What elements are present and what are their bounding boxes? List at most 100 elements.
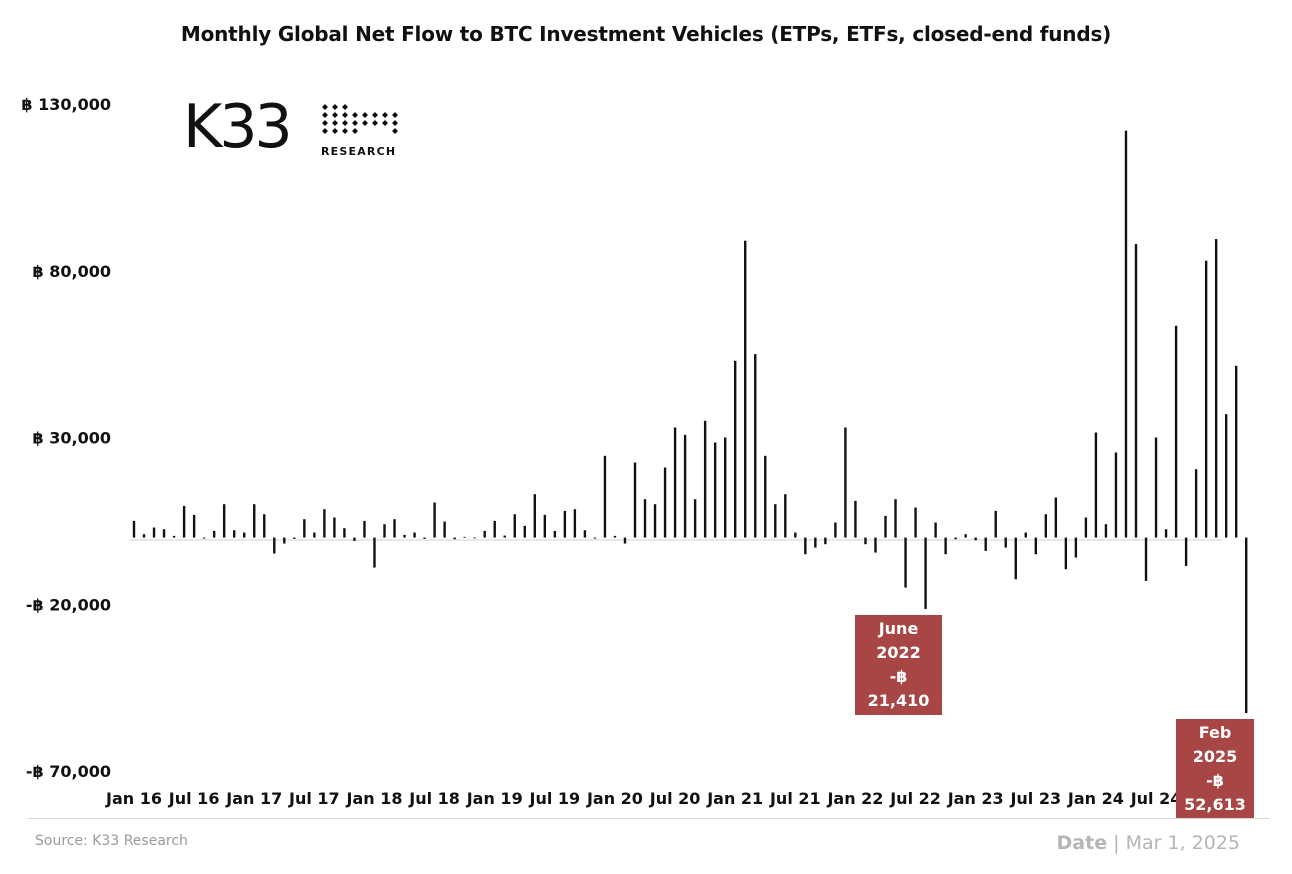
bar xyxy=(804,537,807,555)
bar xyxy=(593,537,597,539)
bar xyxy=(774,504,777,538)
bar xyxy=(323,509,326,538)
bar xyxy=(152,527,156,538)
bar xyxy=(1224,414,1228,538)
bar xyxy=(864,537,867,545)
bar xyxy=(954,537,957,540)
bar xyxy=(553,530,557,538)
bar xyxy=(974,537,977,541)
bar xyxy=(894,499,897,538)
x-tick-label: Jul 23 xyxy=(1009,789,1061,808)
bar xyxy=(1154,437,1158,538)
bar xyxy=(233,530,236,538)
bar xyxy=(393,519,396,538)
bar xyxy=(794,532,797,538)
x-tick-label: Jan 20 xyxy=(586,789,643,808)
bar xyxy=(1064,537,1068,570)
bar xyxy=(192,514,196,538)
bar xyxy=(293,537,296,539)
bar xyxy=(373,537,376,568)
bar xyxy=(874,537,877,553)
logo-wordmark: K33 xyxy=(183,92,293,162)
bar xyxy=(1235,365,1238,538)
logo-subtitle: RESEARCH xyxy=(321,145,397,158)
bar xyxy=(423,537,426,539)
footer-divider xyxy=(28,818,1270,819)
bar xyxy=(353,537,356,541)
x-tick-label: Jan 18 xyxy=(345,789,402,808)
bar xyxy=(533,494,536,538)
bar xyxy=(854,500,857,538)
annotation-feb-2025: Feb 2025 -฿ 52,613 xyxy=(1176,719,1254,819)
bar xyxy=(1024,532,1027,538)
bar xyxy=(413,532,416,538)
x-tick-label: Jul 18 xyxy=(408,789,460,808)
bar xyxy=(463,536,466,538)
x-tick-label: Jul 21 xyxy=(769,789,821,808)
bar xyxy=(1004,537,1007,548)
bar xyxy=(333,517,336,538)
annotation-value: -฿ 52,613 xyxy=(1184,771,1246,814)
bar xyxy=(683,434,687,538)
bar xyxy=(343,528,346,538)
annotation-value: -฿ 21,410 xyxy=(867,667,930,710)
bar xyxy=(914,507,917,538)
bar xyxy=(303,519,306,538)
bar xyxy=(834,522,837,538)
bar xyxy=(713,442,717,538)
bar xyxy=(734,360,737,538)
bar xyxy=(283,537,286,544)
bar xyxy=(764,455,767,538)
date-value: Mar 1, 2025 xyxy=(1125,832,1240,854)
bar xyxy=(243,532,246,538)
bar xyxy=(1094,432,1098,538)
annotation-june-2022: June 2022 -฿ 21,410 xyxy=(855,615,942,715)
bar xyxy=(693,499,697,538)
bar xyxy=(182,505,186,538)
x-tick-label: Jan 19 xyxy=(466,789,523,808)
bar xyxy=(1184,537,1188,566)
bar xyxy=(1194,469,1198,538)
x-tick-label: Jan 21 xyxy=(706,789,763,808)
bar xyxy=(503,535,506,538)
bar xyxy=(824,537,827,545)
bar xyxy=(263,514,266,538)
bar xyxy=(653,504,657,538)
y-tick-label: ฿ 130,000 xyxy=(21,95,111,114)
bar xyxy=(1084,517,1088,538)
bar xyxy=(884,515,887,538)
bar xyxy=(563,510,567,538)
chart-title: Monthly Global Net Flow to BTC Investmen… xyxy=(180,22,1112,46)
logo-dots-icon xyxy=(322,104,398,134)
bar xyxy=(1204,260,1208,538)
bar xyxy=(643,499,647,538)
bar xyxy=(1144,537,1148,581)
bar xyxy=(844,427,847,538)
bar xyxy=(1054,497,1058,538)
x-tick-label: Jan 16 xyxy=(105,789,162,808)
x-tick-label: Jul 16 xyxy=(168,789,220,808)
bar xyxy=(1174,325,1178,538)
bar xyxy=(363,520,366,538)
bar xyxy=(603,455,607,538)
x-tick-label: Jan 17 xyxy=(225,789,282,808)
bar xyxy=(904,537,907,588)
bar xyxy=(1034,537,1037,555)
annotation-label: June 2022 xyxy=(876,619,921,662)
bar xyxy=(253,504,256,538)
x-tick-label: Jan 22 xyxy=(826,789,883,808)
bar xyxy=(723,437,727,538)
x-tick-label: Jan 23 xyxy=(947,789,1004,808)
bar xyxy=(523,525,526,538)
bar xyxy=(132,520,136,538)
bar xyxy=(944,537,947,555)
bar xyxy=(994,510,997,538)
bar xyxy=(222,504,226,538)
bar xyxy=(313,532,316,538)
bar xyxy=(383,524,386,538)
x-tick-label: Jul 17 xyxy=(288,789,340,808)
y-tick-label: ฿ 30,000 xyxy=(33,429,111,448)
source-note: Source: K33 Research xyxy=(35,833,188,849)
bar xyxy=(273,537,276,554)
bar xyxy=(1124,130,1128,538)
